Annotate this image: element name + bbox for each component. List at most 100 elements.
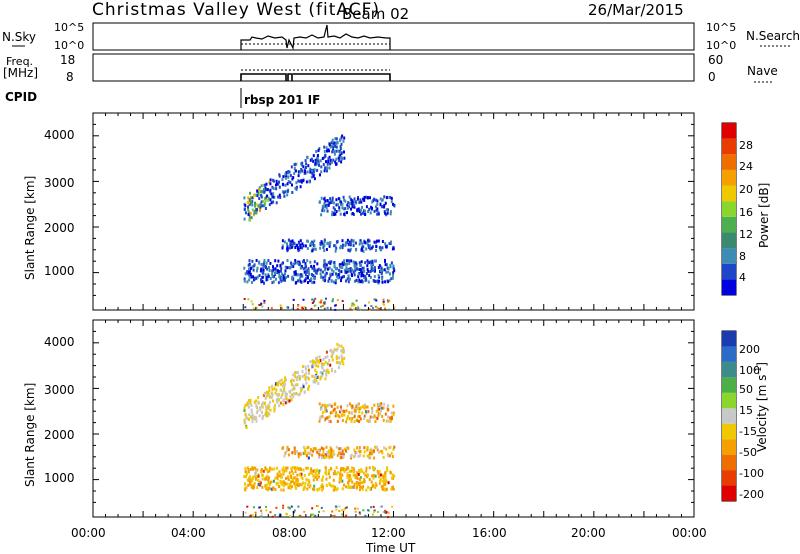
xtick-2000: 20:00 — [571, 526, 606, 540]
echo-point — [278, 470, 281, 474]
echo-point — [327, 157, 330, 161]
echo-point — [284, 172, 287, 176]
echo-point — [298, 277, 301, 281]
echo-point — [385, 213, 388, 217]
echo-point — [378, 245, 381, 249]
echo-point — [278, 275, 281, 279]
colorbar-segment — [722, 361, 736, 378]
echo-point — [332, 350, 335, 354]
echo-point — [362, 454, 365, 458]
echo-point — [344, 207, 347, 211]
echo-point — [306, 487, 309, 491]
echo-point — [276, 382, 279, 386]
echo-point — [321, 304, 324, 307]
echo-point — [276, 264, 279, 268]
echo-point — [321, 209, 324, 213]
echo-point — [270, 307, 273, 310]
echo-point — [383, 195, 386, 199]
echo-point — [244, 272, 247, 276]
echo-point — [253, 482, 256, 485]
echo-point — [276, 393, 279, 397]
echo-point — [256, 409, 259, 413]
echo-point — [329, 483, 331, 487]
echo-point — [248, 197, 251, 201]
echo-point — [340, 136, 343, 140]
echo-point — [255, 416, 258, 420]
echo-point — [286, 448, 289, 452]
echo-point — [383, 203, 386, 207]
echo-point — [269, 198, 272, 202]
echo-point — [338, 206, 341, 210]
echo-point — [252, 467, 254, 471]
echo-point — [299, 243, 302, 247]
echo-point — [250, 485, 253, 489]
echo-point — [248, 203, 251, 207]
echo-point — [319, 173, 321, 177]
echo-point — [360, 212, 362, 216]
echo-point — [315, 450, 318, 454]
echo-point — [324, 274, 327, 278]
echo-point — [265, 477, 268, 481]
echo-point — [365, 247, 368, 251]
echo-point — [275, 382, 278, 386]
echo-point — [274, 488, 277, 492]
echo-point — [332, 449, 335, 453]
echo-point — [263, 299, 266, 302]
echo-point — [359, 268, 362, 272]
velocity-echo-points — [243, 342, 396, 519]
echo-point — [340, 474, 343, 478]
echo-point — [345, 468, 348, 471]
echo-point — [366, 259, 369, 263]
echo-point — [285, 466, 288, 470]
echo-point — [286, 266, 289, 270]
echo-point — [275, 506, 278, 509]
echo-point — [296, 378, 299, 382]
echo-point — [333, 150, 335, 154]
echo-point — [246, 270, 248, 274]
echo-point — [247, 205, 249, 209]
echo-point — [304, 159, 307, 163]
echo-point — [317, 159, 320, 163]
echo-point — [353, 205, 356, 209]
echo-point — [324, 154, 327, 158]
echo-point — [313, 168, 316, 172]
echo-point — [336, 487, 339, 491]
echo-point — [255, 475, 258, 479]
echo-point — [350, 304, 353, 307]
echo-point — [287, 478, 290, 481]
echo-point — [272, 178, 275, 182]
echo-point — [317, 475, 320, 479]
echo-point — [249, 199, 252, 203]
echo-point — [260, 512, 263, 515]
echo-point — [284, 190, 287, 194]
echo-point — [308, 480, 311, 484]
echo-point — [254, 416, 257, 420]
echo-point — [291, 308, 294, 311]
echo-point — [261, 473, 264, 477]
echo-point — [304, 365, 307, 369]
echo-point — [301, 375, 304, 379]
echo-point — [365, 405, 368, 409]
echo-point — [299, 279, 302, 283]
echo-point — [362, 245, 365, 249]
echo-point — [391, 486, 394, 490]
echo-point — [389, 272, 391, 276]
echo-point — [357, 454, 360, 458]
echo-point — [318, 402, 321, 406]
echo-point — [340, 156, 343, 160]
power-ytick-1000: 1000 — [44, 264, 75, 278]
echo-point — [374, 481, 377, 485]
echo-point — [315, 150, 318, 153]
echo-point — [373, 298, 376, 301]
echo-point — [328, 277, 331, 281]
echo-point — [369, 456, 372, 460]
echo-point — [310, 175, 313, 179]
echo-point — [307, 387, 310, 390]
echo-point — [341, 206, 344, 210]
echo-point — [246, 200, 249, 204]
echo-point — [378, 475, 380, 479]
echo-point — [286, 482, 289, 486]
echo-point — [360, 468, 363, 472]
colorbar-segment — [722, 408, 736, 424]
echo-point — [368, 244, 371, 248]
